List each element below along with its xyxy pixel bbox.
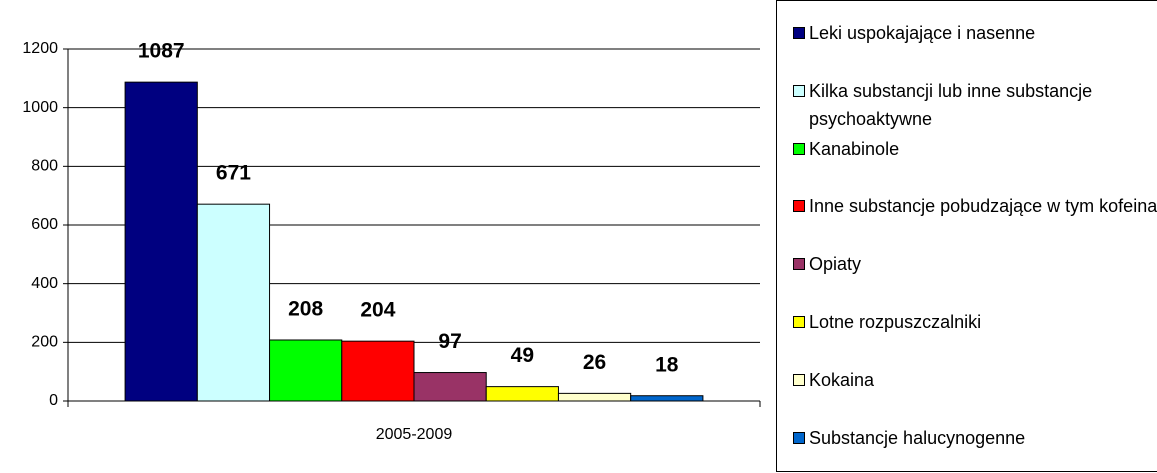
legend-item: Kanabinole bbox=[793, 135, 1157, 163]
legend-swatch bbox=[793, 142, 805, 155]
legend-swatch bbox=[793, 373, 805, 386]
bar bbox=[630, 395, 704, 402]
data-label: 1087 bbox=[138, 40, 185, 63]
legend-item: Opiaty bbox=[793, 250, 1157, 278]
data-label: 18 bbox=[655, 353, 679, 376]
bar bbox=[124, 81, 198, 402]
legend-swatch bbox=[793, 27, 805, 39]
legend-swatch bbox=[793, 431, 805, 444]
legend-item: Substancje halucynogenne bbox=[793, 424, 1157, 452]
legend-label: Kanabinole bbox=[809, 138, 900, 159]
legend-label: Kilka substancji lub inne substancje psy… bbox=[809, 80, 1093, 129]
chart: 0 200 400 600 800 1000 1200 2005-2009 1087 671 208… bbox=[22, 40, 761, 443]
y-tick-label: 800 bbox=[31, 158, 58, 175]
legend-item: Kilka substancji lub inne substancje psy… bbox=[793, 77, 1157, 133]
data-label: 49 bbox=[511, 344, 534, 367]
legend-swatch bbox=[793, 200, 805, 213]
data-label: 671 bbox=[216, 162, 251, 185]
data-label: 204 bbox=[360, 299, 395, 322]
data-label: 26 bbox=[583, 351, 606, 374]
legend-swatch bbox=[793, 258, 805, 271]
y-tick-label: 400 bbox=[31, 275, 58, 292]
legend-swatch bbox=[793, 316, 805, 328]
y-tick-label: 600 bbox=[31, 216, 58, 233]
bar bbox=[341, 340, 415, 402]
legend-label: Substancje halucynogenne bbox=[809, 427, 1026, 448]
legend-item: Inne substancje pobudzające w tym kofein… bbox=[793, 192, 1157, 220]
legend-item: Kokaina bbox=[793, 366, 1157, 394]
bar bbox=[413, 372, 487, 402]
data-label: 97 bbox=[438, 330, 461, 353]
legend-label: Opiaty bbox=[809, 254, 862, 275]
legend-label: Kokaina bbox=[809, 369, 875, 390]
y-tick-label: 1200 bbox=[22, 40, 58, 57]
bar bbox=[557, 392, 632, 402]
legend-label: Inne substancje pobudzające w tym kofein… bbox=[809, 196, 1157, 217]
data-label: 208 bbox=[288, 298, 323, 321]
bar bbox=[485, 386, 559, 402]
legend: Leki uspokajające i nasenne Kilka substan… bbox=[776, 0, 1157, 472]
x-tick-label: 2005-2009 bbox=[376, 426, 453, 443]
legend-label: Lotne rozpuszczalniki bbox=[809, 312, 982, 332]
legend-item: Lotne rozpuszczalniki bbox=[793, 308, 1157, 336]
y-tick-label: 0 bbox=[49, 392, 58, 409]
y-tick-label: 200 bbox=[31, 334, 58, 351]
legend-item: Leki uspokajające i nasenne bbox=[793, 19, 1157, 47]
y-tick-label: 1000 bbox=[22, 99, 58, 116]
legend-swatch bbox=[793, 84, 805, 97]
legend-label: Leki uspokajające i nasenne bbox=[809, 23, 1036, 43]
bar bbox=[196, 203, 271, 402]
bar bbox=[269, 339, 343, 402]
